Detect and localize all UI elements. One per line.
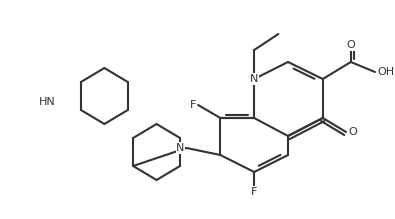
Text: O: O: [346, 40, 355, 50]
Text: F: F: [251, 187, 258, 197]
Text: N: N: [176, 143, 184, 153]
Text: OH: OH: [377, 67, 394, 77]
Text: O: O: [348, 127, 357, 137]
Text: N: N: [250, 74, 258, 84]
Text: F: F: [190, 100, 196, 110]
Text: HN: HN: [40, 97, 56, 107]
